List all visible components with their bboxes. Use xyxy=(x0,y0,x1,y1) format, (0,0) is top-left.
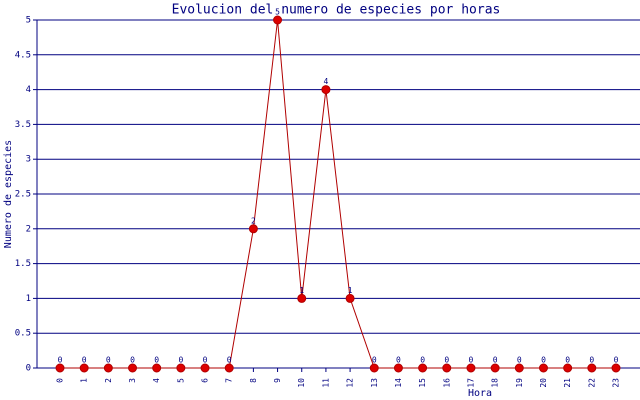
x-tick-label: 0 xyxy=(56,378,65,383)
y-tick-label: 2.5 xyxy=(15,190,31,200)
y-tick-label: 2 xyxy=(26,224,31,234)
data-label: 0 xyxy=(469,356,474,365)
x-tick-label: 6 xyxy=(201,378,210,383)
data-point xyxy=(418,363,428,373)
x-tick-label: 14 xyxy=(394,378,403,388)
data-point xyxy=(490,363,500,373)
x-tick-label: 15 xyxy=(418,378,427,388)
x-tick-label: 10 xyxy=(297,378,306,388)
y-tick-label: 1 xyxy=(26,294,31,304)
y-tick-label: 5 xyxy=(26,16,31,26)
x-tick-label: 9 xyxy=(273,378,282,383)
y-axis-label: Numero de especies xyxy=(3,140,14,248)
x-tick-label: 13 xyxy=(370,378,379,388)
x-tick-label: 21 xyxy=(563,378,572,388)
y-tick-label: 0.5 xyxy=(15,329,31,339)
y-tick-label: 0 xyxy=(26,364,31,374)
x-tick-label: 2 xyxy=(104,378,113,383)
data-label: 1 xyxy=(348,286,353,295)
data-point xyxy=(297,293,307,303)
data-label: 0 xyxy=(130,356,135,365)
data-label: 0 xyxy=(106,356,111,365)
data-point xyxy=(79,363,89,373)
x-tick-label: 17 xyxy=(466,378,475,388)
data-label: 0 xyxy=(565,356,570,365)
x-tick-label: 3 xyxy=(128,378,137,383)
data-label: 0 xyxy=(82,356,87,365)
data-point xyxy=(611,363,621,373)
x-tick-label: 7 xyxy=(225,378,234,383)
data-point xyxy=(152,363,162,373)
data-label: 0 xyxy=(420,356,425,365)
data-point xyxy=(442,363,452,373)
data-point xyxy=(248,224,258,234)
chart-title: Evolucion del numero de especies por hor… xyxy=(172,3,501,18)
data-point xyxy=(393,363,403,373)
data-label: 0 xyxy=(589,356,594,365)
data-point xyxy=(563,363,573,373)
data-label: 0 xyxy=(154,356,159,365)
data-label: 0 xyxy=(614,356,619,365)
data-point xyxy=(321,85,331,95)
data-label: 0 xyxy=(541,356,546,365)
data-label: 0 xyxy=(58,356,63,365)
x-tick-label: 16 xyxy=(442,378,451,388)
data-point xyxy=(466,363,476,373)
x-axis-label: Hora xyxy=(468,388,492,399)
data-point xyxy=(128,363,138,373)
data-label: 0 xyxy=(444,356,449,365)
data-point xyxy=(273,15,283,25)
data-point xyxy=(538,363,548,373)
y-tick-label: 4 xyxy=(26,85,31,95)
data-label: 0 xyxy=(396,356,401,365)
data-label: 0 xyxy=(517,356,522,365)
data-label: 2 xyxy=(251,216,256,225)
data-label: 4 xyxy=(323,77,328,86)
data-label: 0 xyxy=(372,356,377,365)
data-label: 1 xyxy=(299,286,304,295)
data-point xyxy=(176,363,186,373)
data-point xyxy=(224,363,234,373)
x-tick-label: 22 xyxy=(587,378,596,388)
x-tick-label: 11 xyxy=(321,378,330,388)
data-label: 0 xyxy=(178,356,183,365)
x-tick-label: 23 xyxy=(612,378,621,388)
x-tick-label: 12 xyxy=(346,378,355,388)
data-point xyxy=(369,363,379,373)
x-tick-label: 19 xyxy=(515,378,524,388)
data-label: 0 xyxy=(493,356,498,365)
x-tick-label: 1 xyxy=(80,378,89,383)
x-tick-label: 4 xyxy=(152,378,161,383)
data-point xyxy=(103,363,113,373)
x-tick-label: 8 xyxy=(249,378,258,383)
data-point xyxy=(345,293,355,303)
x-tick-label: 5 xyxy=(176,378,185,383)
y-tick-label: 3.5 xyxy=(15,120,31,130)
y-tick-label: 4.5 xyxy=(15,50,31,60)
y-tick-label: 3 xyxy=(26,155,31,165)
x-tick-label: 20 xyxy=(539,378,548,388)
x-tick-label: 18 xyxy=(491,378,500,388)
data-point xyxy=(514,363,524,373)
data-label: 0 xyxy=(203,356,208,365)
y-tick-label: 1.5 xyxy=(15,259,31,269)
data-label: 5 xyxy=(275,8,280,17)
data-point xyxy=(587,363,597,373)
data-label: 0 xyxy=(227,356,232,365)
data-point xyxy=(55,363,65,373)
data-point xyxy=(200,363,210,373)
